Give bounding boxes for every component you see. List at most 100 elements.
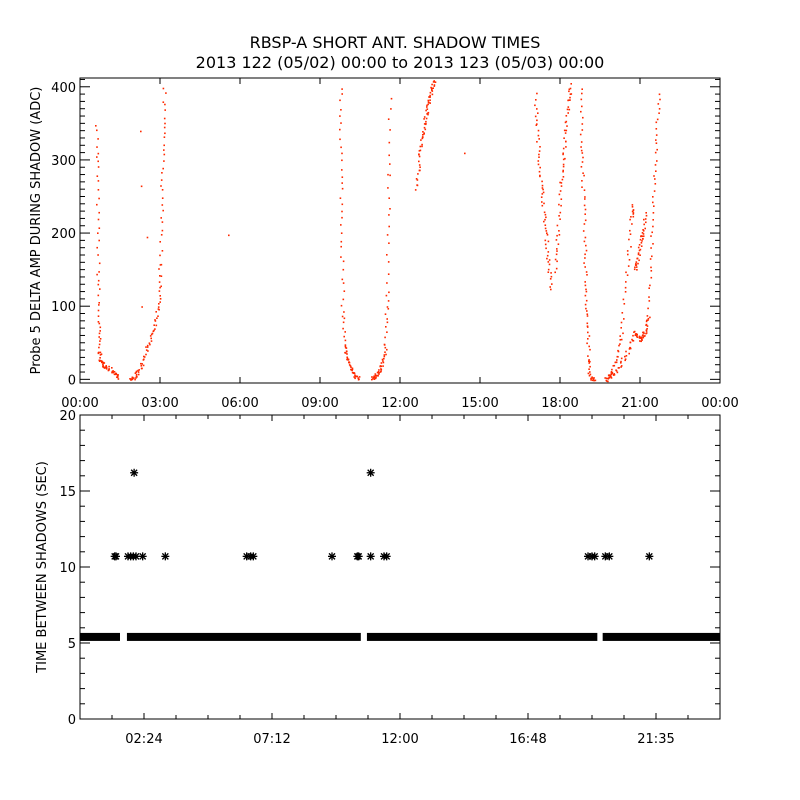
- data-point: [342, 298, 345, 301]
- data-point: [129, 378, 131, 380]
- data-point: [594, 379, 597, 382]
- data-point: [352, 372, 355, 374]
- data-point: [385, 294, 388, 297]
- x-tick-label: 21:00: [621, 396, 658, 411]
- data-point: [419, 149, 422, 152]
- asterisk-stroke: [605, 552, 613, 560]
- data-point: [423, 123, 426, 125]
- data-point: [646, 328, 648, 330]
- data-point: [97, 294, 100, 297]
- data-point: [587, 355, 589, 357]
- data-point: [351, 369, 353, 371]
- data-point: [546, 257, 548, 260]
- data-point: [643, 335, 645, 337]
- data-point: [131, 376, 134, 379]
- data-point: [641, 338, 643, 341]
- data-point: [584, 219, 587, 222]
- data-point: [98, 239, 100, 242]
- data-point: [656, 118, 659, 121]
- data-point: [550, 288, 552, 291]
- data-point: [143, 355, 145, 358]
- data-point: [100, 360, 103, 362]
- data-point: [544, 243, 547, 246]
- data-point: [613, 364, 616, 367]
- data-branch: [95, 125, 120, 380]
- data-point: [380, 362, 383, 364]
- data-point: [580, 141, 583, 143]
- data-point: [589, 365, 591, 368]
- x-tick-label: 12:00: [381, 396, 418, 411]
- data-point: [570, 93, 573, 95]
- y-tick-label: 15: [59, 485, 76, 500]
- data-point: [159, 286, 161, 289]
- data-point: [653, 190, 656, 192]
- data-point: [583, 189, 586, 191]
- data-point: [418, 155, 421, 158]
- data-point: [160, 185, 162, 187]
- data-point: [161, 172, 163, 174]
- data-point: [426, 108, 429, 110]
- data-point: [162, 167, 164, 170]
- data-point: [356, 375, 359, 378]
- data-point: [569, 87, 572, 90]
- data-point: [558, 215, 560, 217]
- data-point: [650, 247, 652, 249]
- data-point: [631, 223, 633, 225]
- data-point: [588, 335, 591, 337]
- data-point: [388, 154, 390, 157]
- data-point: [544, 218, 546, 221]
- data-point: [563, 129, 566, 132]
- data-branch: [371, 97, 393, 381]
- data-point: [111, 367, 113, 369]
- data-point: [562, 147, 565, 150]
- chart-title: RBSP-A SHORT ANT. SHADOW TIMES: [250, 33, 541, 52]
- data-point: [343, 311, 345, 313]
- data-point: [624, 359, 626, 362]
- data-point: [424, 128, 427, 131]
- data-point: [98, 346, 100, 349]
- data-point: [637, 262, 639, 265]
- data-point: [605, 377, 608, 380]
- data-point: [340, 146, 342, 149]
- data-point: [623, 303, 626, 305]
- x-tick-label: 07:12: [253, 732, 290, 747]
- data-point: [546, 254, 549, 257]
- x-tick-label: 02:24: [125, 732, 162, 747]
- data-point: [562, 169, 564, 172]
- asterisk-stroke: [328, 552, 336, 560]
- data-point: [98, 271, 100, 273]
- data-point: [548, 259, 551, 261]
- y-tick-label: 400: [51, 81, 76, 96]
- data-point: [426, 113, 428, 115]
- data-point: [387, 118, 390, 120]
- data-point: [631, 206, 634, 208]
- data-point: [98, 332, 101, 335]
- data-point: [592, 378, 595, 381]
- data-point: [160, 263, 163, 266]
- data-point: [98, 343, 101, 346]
- data-point: [95, 125, 97, 127]
- data-point: [342, 260, 345, 263]
- data-point: [99, 340, 101, 342]
- data-point: [423, 132, 425, 134]
- data-point: [99, 351, 102, 354]
- data-point: [568, 99, 570, 101]
- data-point: [97, 160, 99, 163]
- data-point: [96, 175, 99, 177]
- data-point: [105, 366, 108, 369]
- data-point: [555, 239, 558, 241]
- data-point: [640, 245, 643, 247]
- data-point: [648, 287, 650, 289]
- data-point: [559, 181, 561, 184]
- data-point: [608, 376, 611, 379]
- data-point: [340, 256, 342, 258]
- data-point: [384, 336, 386, 339]
- y-tick-label: 5: [68, 637, 76, 652]
- data-point: [536, 119, 538, 122]
- data-point: [100, 353, 103, 355]
- data-point: [556, 248, 558, 250]
- data-point: [378, 371, 380, 374]
- data-point: [142, 364, 145, 367]
- data-point: [616, 359, 618, 361]
- data-point: [645, 330, 648, 332]
